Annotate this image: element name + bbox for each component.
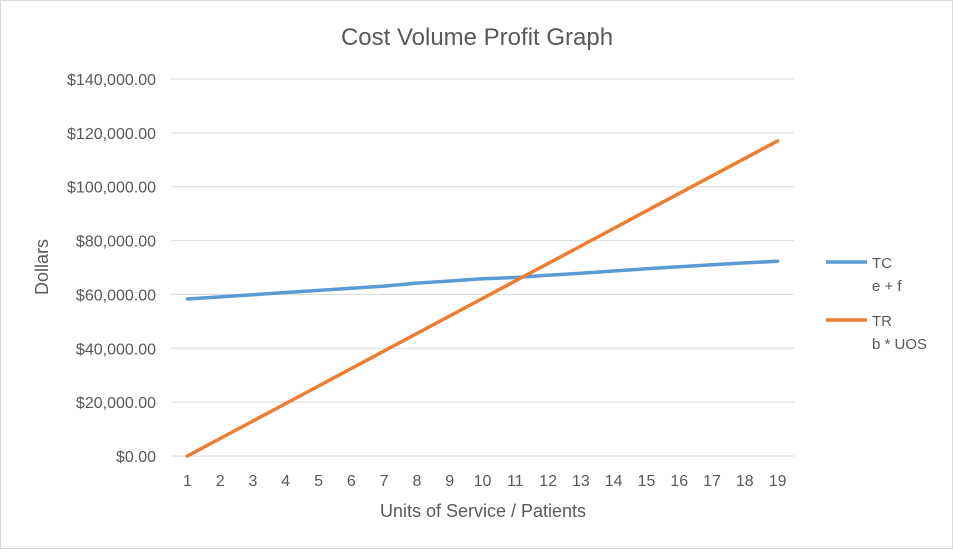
y-tick-label: $140,000.00: [67, 72, 156, 89]
x-tick-label: 9: [445, 473, 454, 490]
y-tick-label: $80,000.00: [76, 234, 156, 251]
chart-title: Cost Volume Profit Graph: [341, 24, 613, 51]
x-tick-label: 4: [281, 473, 290, 490]
x-tick-label: 6: [347, 473, 356, 490]
x-tick-label: 8: [412, 473, 421, 490]
series-line-tr: [187, 141, 777, 456]
x-tick-label: 16: [670, 473, 688, 490]
y-axis-title: Dollars: [32, 239, 52, 295]
x-tick-label: 7: [380, 473, 389, 490]
y-tick-label: $0.00: [116, 449, 156, 466]
x-tick-label: 17: [703, 473, 721, 490]
x-tick-label: 3: [249, 473, 258, 490]
x-tick-label: 10: [474, 473, 492, 490]
y-tick-label: $100,000.00: [67, 180, 156, 197]
x-tick-label: 13: [572, 473, 590, 490]
x-tick-label: 1: [183, 473, 192, 490]
legend-label-tr: TR: [872, 313, 892, 330]
x-tick-label: 14: [605, 473, 623, 490]
y-tick-label: $60,000.00: [76, 287, 156, 304]
legend-label-tc: e + f: [872, 278, 902, 295]
series-lines: [187, 141, 777, 456]
x-tick-label: 18: [736, 473, 754, 490]
gridlines: [171, 79, 794, 402]
y-axis-tick-labels: $0.00 $20,000.00 $40,000.00 $60,000.00 $80,0…: [67, 72, 156, 466]
series-line-tc: [187, 261, 777, 299]
x-axis-title: Units of Service / Patients: [380, 501, 586, 521]
x-tick-label: 5: [314, 473, 323, 490]
x-tick-label: 2: [216, 473, 225, 490]
legend-label-tr: b * UOS: [872, 336, 927, 353]
x-tick-label: 19: [769, 473, 787, 490]
x-tick-label: 11: [507, 473, 524, 490]
y-tick-label: $40,000.00: [76, 341, 156, 358]
y-tick-label: $120,000.00: [67, 126, 156, 143]
x-tick-label: 15: [638, 473, 656, 490]
legend-label-tc: TC: [872, 255, 892, 272]
legend: TC e + f TR b * UOS: [826, 255, 927, 353]
y-tick-label: $20,000.00: [76, 395, 156, 412]
x-tick-label: 12: [539, 473, 557, 490]
